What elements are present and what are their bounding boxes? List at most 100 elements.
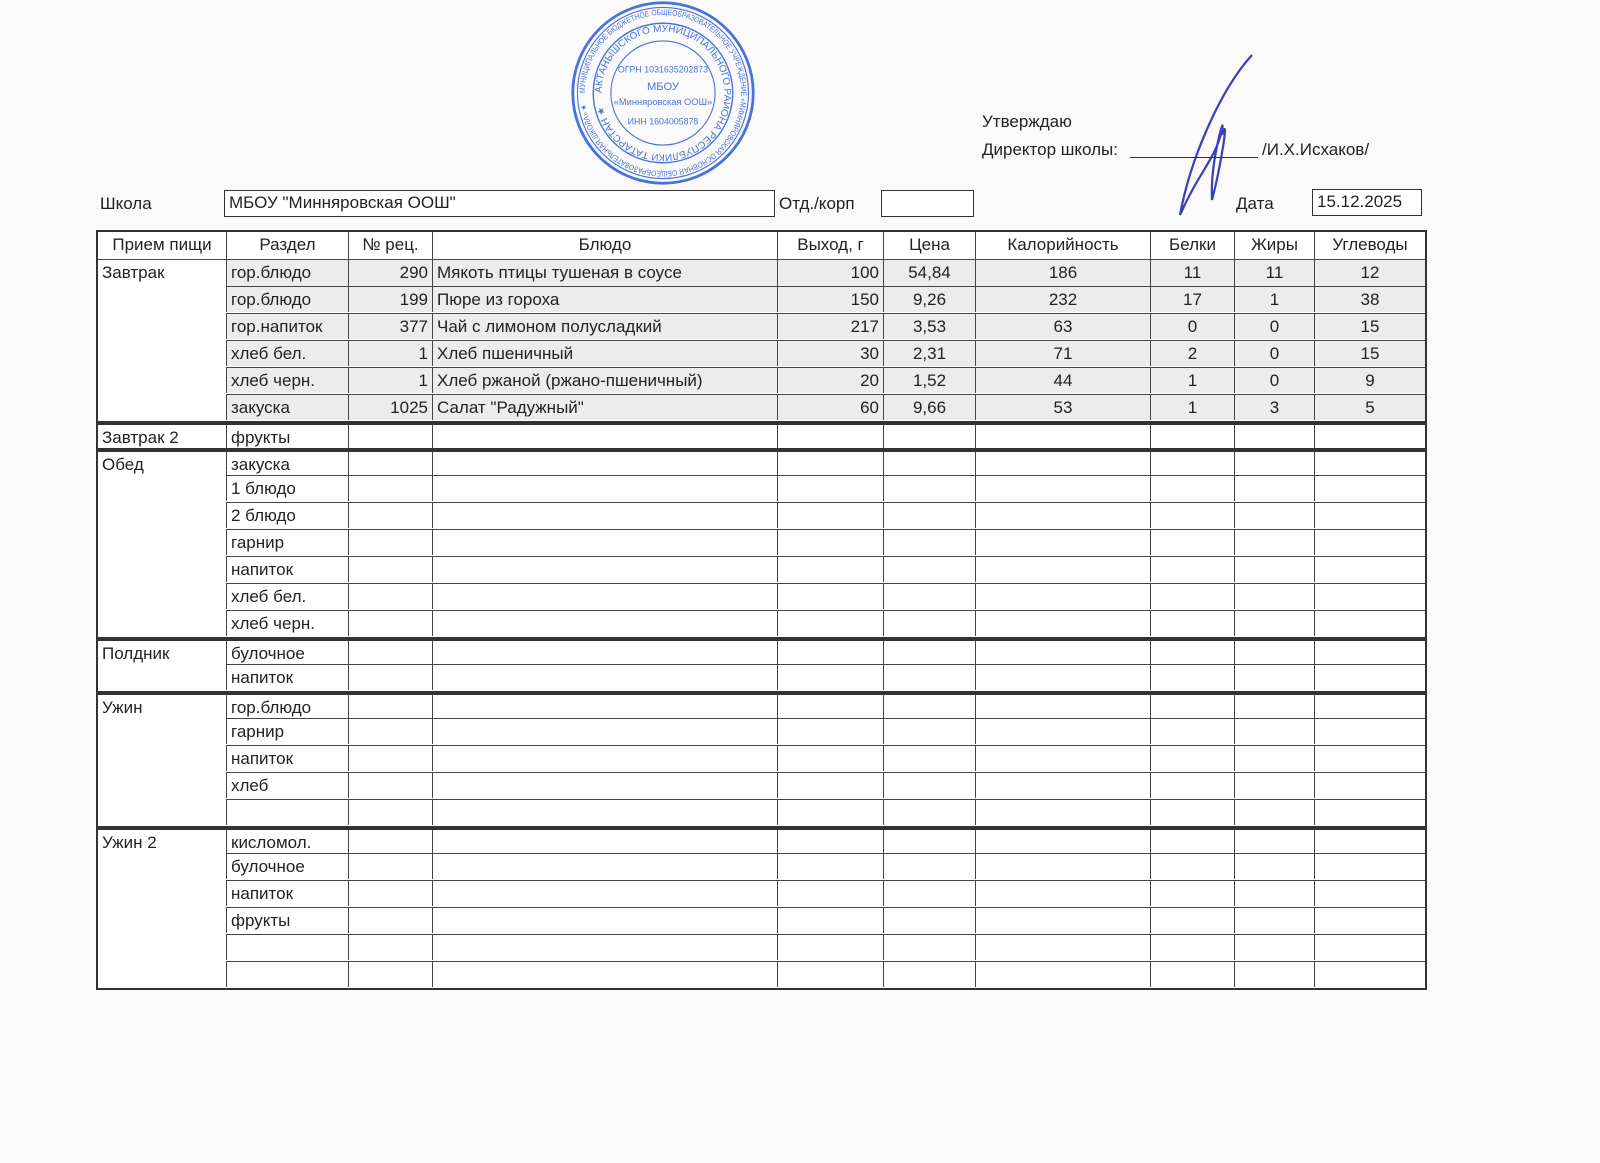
yield-cell <box>777 556 883 582</box>
column-header: № рец. <box>348 232 432 259</box>
school-field[interactable]: МБОУ "Минняровская ООШ" <box>224 190 775 217</box>
yield-cell <box>777 583 883 609</box>
section-cell: гор.блюдо <box>226 260 348 286</box>
protein-cell <box>1150 610 1234 636</box>
section-cell: 2 блюдо <box>226 502 348 528</box>
protein-cell <box>1150 718 1234 744</box>
carbs-cell: 12 <box>1314 260 1425 286</box>
protein-cell <box>1150 799 1234 825</box>
fat-cell <box>1234 529 1314 555</box>
section-cell: хлеб <box>226 772 348 798</box>
approve-label: Утверждаю <box>982 112 1072 131</box>
recipe-number-cell <box>348 502 432 528</box>
recipe-number-cell <box>348 853 432 879</box>
meal-cell-empty <box>98 314 226 340</box>
yield-cell: 20 <box>777 367 883 393</box>
column-header: Калорийность <box>975 232 1150 259</box>
calories-cell <box>975 475 1150 501</box>
calories-cell <box>975 695 1150 718</box>
price-cell: 9,66 <box>883 394 975 420</box>
fat-cell <box>1234 799 1314 825</box>
protein-cell: 1 <box>1150 394 1234 420</box>
carbs-cell: 15 <box>1314 313 1425 339</box>
section-cell: хлеб бел. <box>226 340 348 366</box>
recipe-number-cell: 199 <box>348 286 432 312</box>
yield-cell <box>777 880 883 906</box>
calories-cell <box>975 641 1150 664</box>
director-signature <box>1178 54 1253 216</box>
yield-cell <box>777 745 883 771</box>
recipe-number-cell: 1 <box>348 340 432 366</box>
calories-cell <box>975 664 1150 690</box>
price-cell <box>883 853 975 879</box>
protein-cell <box>1150 695 1234 718</box>
yield-cell <box>777 799 883 825</box>
section-cell <box>226 799 348 825</box>
recipe-number-cell <box>348 830 432 853</box>
dept-field[interactable] <box>881 190 974 217</box>
dish-cell <box>432 695 777 718</box>
meal-name: Ужин 2 <box>98 830 226 853</box>
yield-cell: 30 <box>777 340 883 366</box>
table-row <box>98 799 1425 826</box>
table-row: гор.напиток 377 Чай с лимоном полусладкий 2… <box>98 313 1425 340</box>
table-row: 2 блюдо <box>98 502 1425 529</box>
yield-cell <box>777 907 883 933</box>
recipe-number-cell <box>348 718 432 744</box>
dish-cell: Хлеб ржаной (ржано-пшеничный) <box>432 367 777 393</box>
carbs-cell <box>1314 452 1425 475</box>
calories-cell <box>975 772 1150 798</box>
fat-cell <box>1234 556 1314 582</box>
recipe-number-cell <box>348 664 432 690</box>
meal-cell-empty <box>98 746 226 772</box>
protein-cell <box>1150 664 1234 690</box>
dish-cell <box>432 583 777 609</box>
meal-cell-empty <box>98 773 226 799</box>
fat-cell <box>1234 641 1314 664</box>
yield-cell <box>777 934 883 960</box>
dish-cell <box>432 745 777 771</box>
meal-cell-empty <box>98 503 226 529</box>
protein-cell <box>1150 583 1234 609</box>
carbs-cell <box>1314 853 1425 879</box>
column-header: Белки <box>1150 232 1234 259</box>
fat-cell <box>1234 664 1314 690</box>
price-cell: 1,52 <box>883 367 975 393</box>
calories-cell <box>975 610 1150 636</box>
table-row: закуска 1025 Салат "Радужный" 60 9,66 53 1 3 5 <box>98 394 1425 421</box>
yield-cell: 150 <box>777 286 883 312</box>
price-cell <box>883 583 975 609</box>
section-cell: 1 блюдо <box>226 475 348 501</box>
table-row: напиток <box>98 664 1425 691</box>
carbs-cell <box>1314 529 1425 555</box>
svg-text:«Минняровская ООШ»: «Минняровская ООШ» <box>614 97 712 107</box>
table-row: напиток <box>98 880 1425 907</box>
meal-name: Обед <box>98 452 226 475</box>
carbs-cell <box>1314 961 1425 987</box>
date-field[interactable]: 15.12.2025 <box>1312 189 1422 216</box>
protein-cell <box>1150 502 1234 528</box>
fat-cell <box>1234 880 1314 906</box>
recipe-number-cell <box>348 452 432 475</box>
recipe-number-cell: 377 <box>348 313 432 339</box>
fat-cell <box>1234 583 1314 609</box>
yield-cell <box>777 695 883 718</box>
yield-cell <box>777 425 883 448</box>
carbs-cell <box>1314 880 1425 906</box>
section-cell: напиток <box>226 556 348 582</box>
section-cell: гор.блюдо <box>226 286 348 312</box>
svg-text:ОГРН 1031635202873: ОГРН 1031635202873 <box>618 65 708 75</box>
table-row <box>98 934 1425 961</box>
fat-cell: 3 <box>1234 394 1314 420</box>
protein-cell <box>1150 475 1234 501</box>
yield-cell <box>777 452 883 475</box>
table-row: фрукты <box>98 907 1425 934</box>
price-cell <box>883 830 975 853</box>
price-cell <box>883 772 975 798</box>
protein-cell <box>1150 853 1234 879</box>
meal-cell-empty <box>98 476 226 502</box>
meal-cell-empty <box>98 854 226 880</box>
protein-cell <box>1150 907 1234 933</box>
protein-cell: 0 <box>1150 313 1234 339</box>
table-row: хлеб <box>98 772 1425 799</box>
